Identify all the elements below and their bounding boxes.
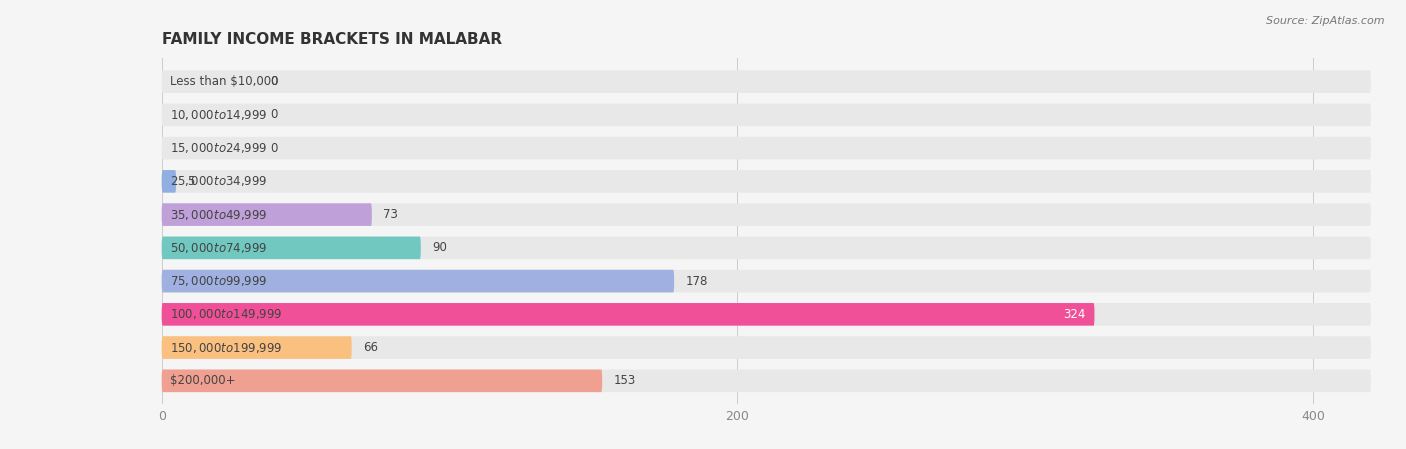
FancyBboxPatch shape xyxy=(162,370,602,392)
Text: $10,000 to $14,999: $10,000 to $14,999 xyxy=(170,108,267,122)
Text: 0: 0 xyxy=(270,75,278,88)
Text: $75,000 to $99,999: $75,000 to $99,999 xyxy=(170,274,267,288)
Text: $150,000 to $199,999: $150,000 to $199,999 xyxy=(170,341,283,355)
Text: 90: 90 xyxy=(432,242,447,254)
Text: 73: 73 xyxy=(384,208,398,221)
Text: $50,000 to $74,999: $50,000 to $74,999 xyxy=(170,241,267,255)
FancyBboxPatch shape xyxy=(162,270,673,292)
Text: 66: 66 xyxy=(363,341,378,354)
FancyBboxPatch shape xyxy=(162,303,1371,326)
FancyBboxPatch shape xyxy=(162,237,1371,259)
FancyBboxPatch shape xyxy=(162,370,1371,392)
FancyBboxPatch shape xyxy=(162,336,1371,359)
Text: $200,000+: $200,000+ xyxy=(170,374,236,387)
FancyBboxPatch shape xyxy=(162,336,352,359)
FancyBboxPatch shape xyxy=(162,70,1371,93)
Text: $100,000 to $149,999: $100,000 to $149,999 xyxy=(170,308,283,321)
Text: $25,000 to $34,999: $25,000 to $34,999 xyxy=(170,174,267,189)
Text: 153: 153 xyxy=(613,374,636,387)
FancyBboxPatch shape xyxy=(162,270,1371,292)
Text: 0: 0 xyxy=(270,108,278,121)
FancyBboxPatch shape xyxy=(162,203,1371,226)
Text: 5: 5 xyxy=(187,175,195,188)
FancyBboxPatch shape xyxy=(162,237,420,259)
FancyBboxPatch shape xyxy=(162,104,1371,126)
Text: FAMILY INCOME BRACKETS IN MALABAR: FAMILY INCOME BRACKETS IN MALABAR xyxy=(162,32,502,48)
Text: 0: 0 xyxy=(270,141,278,154)
Text: Source: ZipAtlas.com: Source: ZipAtlas.com xyxy=(1267,16,1385,26)
Text: $15,000 to $24,999: $15,000 to $24,999 xyxy=(170,141,267,155)
Text: Less than $10,000: Less than $10,000 xyxy=(170,75,278,88)
FancyBboxPatch shape xyxy=(162,137,1371,159)
FancyBboxPatch shape xyxy=(162,170,1371,193)
Text: $35,000 to $49,999: $35,000 to $49,999 xyxy=(170,207,267,222)
FancyBboxPatch shape xyxy=(162,303,1094,326)
Text: 324: 324 xyxy=(1063,308,1085,321)
FancyBboxPatch shape xyxy=(162,203,371,226)
FancyBboxPatch shape xyxy=(162,170,176,193)
Text: 178: 178 xyxy=(686,275,709,288)
